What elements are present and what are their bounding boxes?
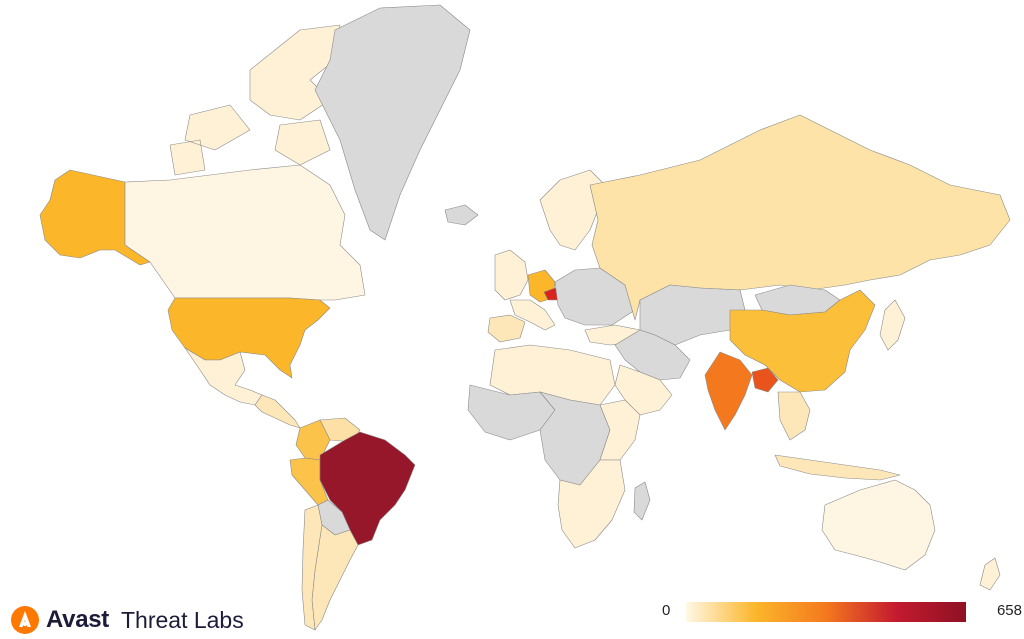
country-madagascar[interactable]	[633, 481, 651, 521]
country-middle-east[interactable]	[614, 329, 691, 381]
brand-product: Threat Labs	[120, 606, 244, 633]
country-spain[interactable]	[487, 314, 526, 343]
country-canadian-arctic-islands[interactable]	[169, 24, 341, 176]
legend-min-label: 0	[662, 602, 671, 619]
country-united-states[interactable]	[167, 297, 331, 379]
country-india[interactable]	[704, 351, 753, 431]
brand-name: Avast	[46, 606, 109, 633]
country-china[interactable]	[729, 289, 876, 393]
country-greenland[interactable]	[314, 4, 471, 241]
country-saudi-arabia[interactable]	[614, 364, 673, 416]
country-chile[interactable]	[301, 504, 323, 631]
legend-max-label: 658	[996, 602, 1022, 619]
brand-lockup: Avast Threat Labs	[10, 604, 244, 636]
country-indonesia[interactable]	[774, 454, 901, 481]
country-east-africa[interactable]	[599, 399, 641, 461]
country-western-europe[interactable]	[494, 249, 556, 331]
country-canada[interactable]	[124, 164, 366, 301]
country-new-zealand[interactable]	[979, 557, 1001, 591]
color-scale-legend: 0 658	[660, 600, 1022, 626]
country-iceland[interactable]	[444, 204, 479, 226]
country-southeast-asia[interactable]	[777, 391, 811, 441]
country-japan[interactable]	[879, 299, 906, 351]
country-central-america[interactable]	[254, 394, 301, 429]
country-bangladesh[interactable]	[751, 367, 779, 393]
country-eastern-europe[interactable]	[554, 267, 636, 326]
country-russia[interactable]	[589, 114, 1011, 321]
avast-logo-icon	[11, 606, 39, 634]
country-australia[interactable]	[821, 479, 936, 571]
country-scandinavia[interactable]	[539, 169, 606, 251]
legend-gradient-bar	[686, 602, 966, 622]
country-brazil[interactable]	[319, 431, 416, 546]
country-southern-africa[interactable]	[557, 459, 626, 549]
country-mexico[interactable]	[184, 347, 263, 406]
